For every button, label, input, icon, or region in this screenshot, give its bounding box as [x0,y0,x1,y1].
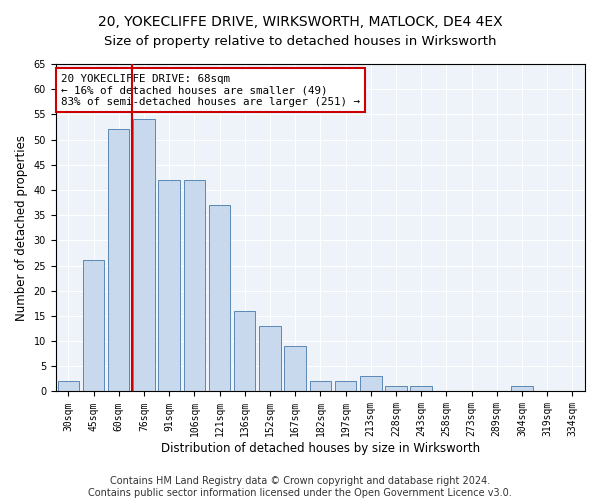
Bar [108,130,130,392]
Bar [184,180,205,392]
Bar [511,386,533,392]
Bar [133,120,155,392]
Text: Contains HM Land Registry data © Crown copyright and database right 2024.
Contai: Contains HM Land Registry data © Crown c… [88,476,512,498]
Bar [385,386,407,392]
Bar [335,382,356,392]
X-axis label: Distribution of detached houses by size in Wirksworth: Distribution of detached houses by size … [161,442,480,455]
Bar [310,382,331,392]
Bar [284,346,306,392]
Bar [360,376,382,392]
Y-axis label: Number of detached properties: Number of detached properties [15,134,28,320]
Text: Size of property relative to detached houses in Wirksworth: Size of property relative to detached ho… [104,35,496,48]
Bar [259,326,281,392]
Bar [158,180,180,392]
Bar [58,382,79,392]
Bar [410,386,432,392]
Text: 20, YOKECLIFFE DRIVE, WIRKSWORTH, MATLOCK, DE4 4EX: 20, YOKECLIFFE DRIVE, WIRKSWORTH, MATLOC… [98,15,502,29]
Bar [234,311,256,392]
Bar [83,260,104,392]
Bar [209,205,230,392]
Text: 20 YOKECLIFFE DRIVE: 68sqm
← 16% of detached houses are smaller (49)
83% of semi: 20 YOKECLIFFE DRIVE: 68sqm ← 16% of deta… [61,74,360,107]
